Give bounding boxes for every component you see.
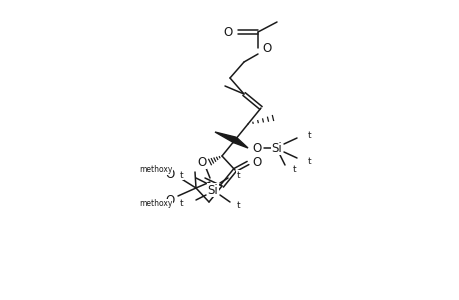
Text: O: O — [223, 26, 232, 38]
Text: methoxy: methoxy — [139, 200, 172, 208]
Text: O: O — [197, 155, 206, 169]
Text: O: O — [165, 167, 174, 181]
Text: methoxy: methoxy — [139, 166, 172, 175]
Text: Si: Si — [271, 142, 282, 154]
Text: O: O — [165, 194, 174, 206]
Polygon shape — [233, 137, 247, 148]
Text: t: t — [236, 202, 240, 211]
Text: Si: Si — [207, 184, 218, 196]
Polygon shape — [214, 132, 235, 143]
Text: t: t — [308, 131, 311, 140]
Text: t: t — [308, 158, 311, 166]
Text: O: O — [262, 41, 271, 55]
Text: t: t — [179, 200, 183, 208]
Text: t: t — [236, 170, 240, 179]
Text: t: t — [292, 166, 296, 175]
Text: t: t — [179, 170, 183, 179]
Text: O: O — [252, 142, 261, 154]
Text: O: O — [252, 155, 261, 169]
